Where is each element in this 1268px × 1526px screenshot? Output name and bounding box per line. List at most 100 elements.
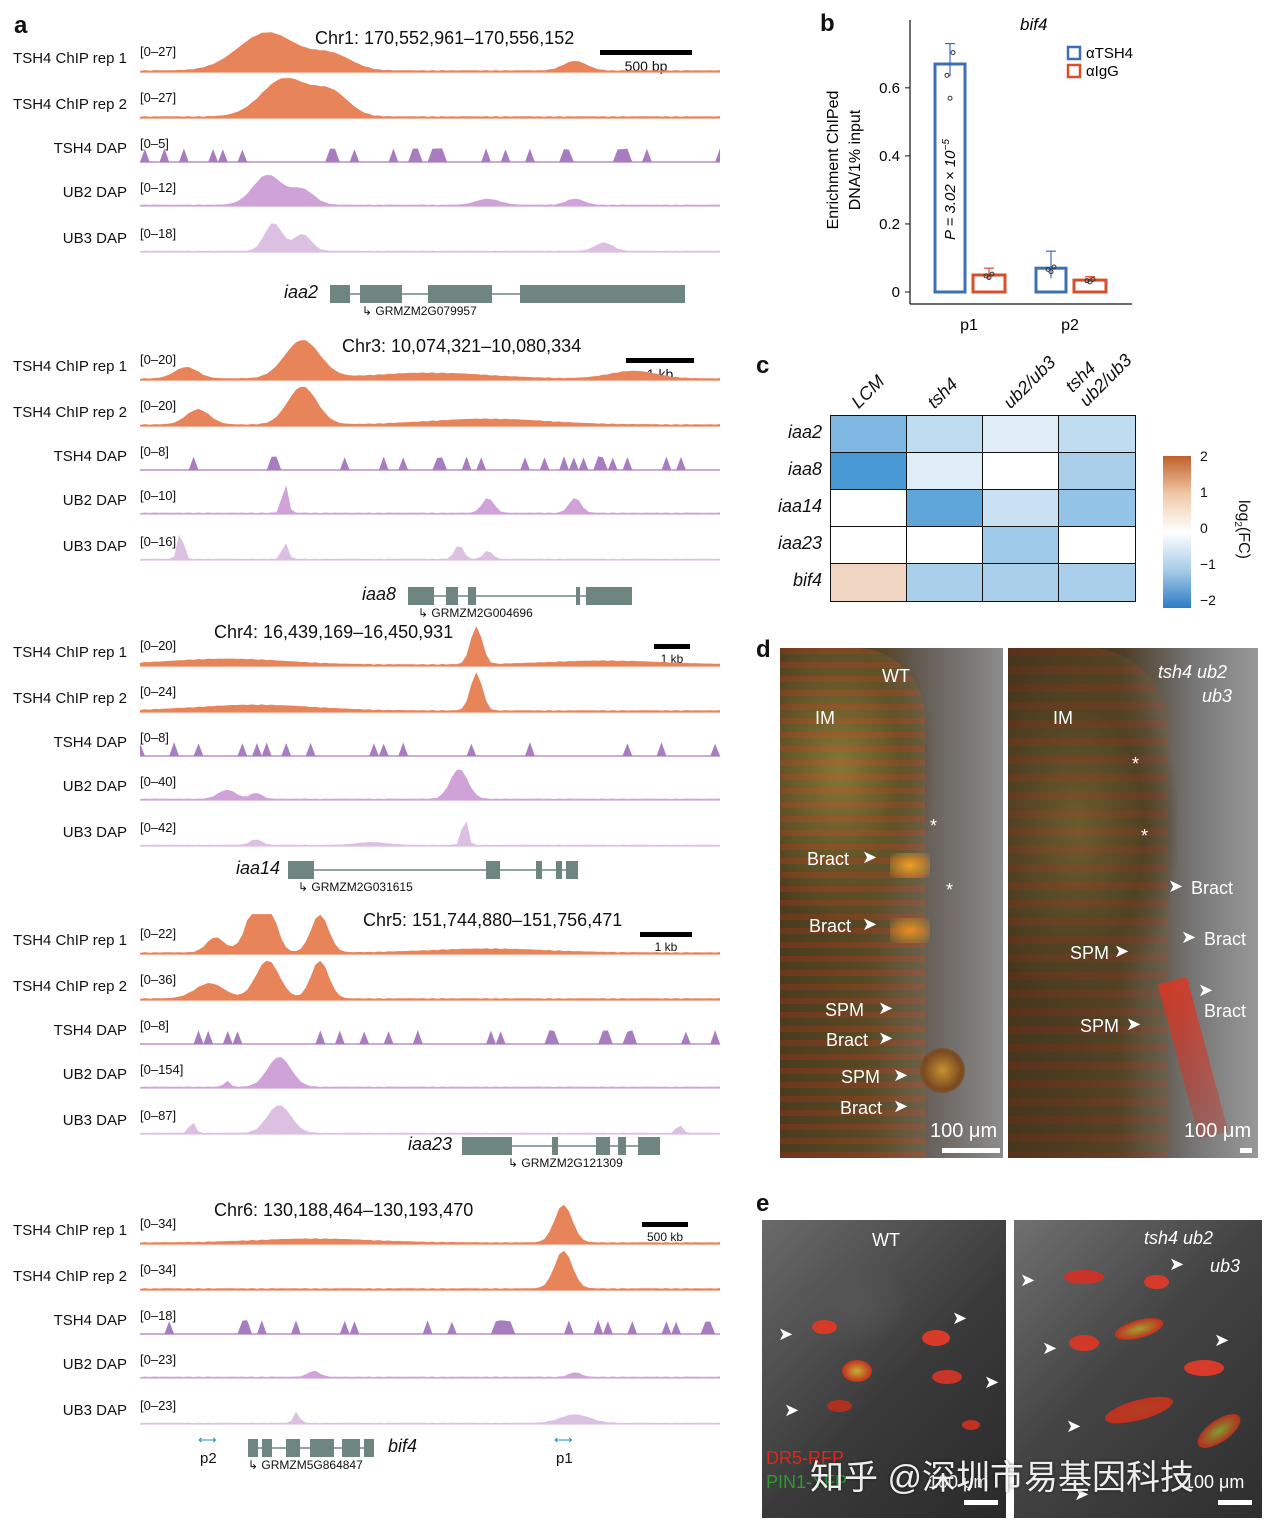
signal-track [140, 1105, 720, 1135]
x-tick-label: p2 [1061, 317, 1079, 334]
bract-label: Bract [1191, 878, 1234, 898]
exon [586, 587, 632, 605]
signal-area [140, 485, 720, 514]
bract-label: Bract [826, 1030, 869, 1050]
track-label: UB3 DAP [62, 538, 127, 555]
spm-label: SPM [825, 1000, 865, 1020]
track-range: [0–27] [140, 44, 177, 59]
signal-track [140, 386, 720, 427]
y-axis-label: Enrichment ChIPed [825, 91, 842, 230]
track-range: [0–24] [140, 684, 177, 699]
spm-label: SPM [841, 1067, 881, 1087]
scale-label: 100 μm [928, 1472, 989, 1492]
heatmap-cell [906, 563, 984, 602]
bract-label: Bract [1204, 1001, 1247, 1021]
track-label: UB2 DAP [62, 184, 127, 201]
exon [462, 1137, 512, 1155]
heatmap-cell [830, 415, 908, 454]
heatmap-col-label: tsh4 [923, 374, 962, 413]
im-label: IM [815, 708, 835, 728]
signal-area [140, 1057, 720, 1088]
signal-track [140, 742, 720, 757]
primer-arrow-icon: ⟷ [198, 1432, 217, 1447]
signal-track [140, 1057, 720, 1089]
bract-label: Bract [807, 849, 850, 869]
exon [556, 861, 562, 879]
track-label: TSH4 ChIP rep 1 [13, 644, 127, 661]
track-range: [0–20] [140, 352, 177, 367]
exon [288, 861, 314, 879]
data-point [1045, 266, 1051, 272]
panel-e-mutant-micrograph: tsh4 ub2 ub3 ➤ ➤ ➤ ➤ ➤ ➤ 100 μm [1014, 1220, 1262, 1518]
exon [520, 285, 685, 303]
signal-area [140, 821, 720, 846]
heatmap-col-label: ub2/ub3 [999, 352, 1060, 413]
exon [342, 1439, 360, 1457]
track-label: TSH4 ChIP rep 1 [13, 1222, 127, 1239]
track-range: [0–12] [140, 180, 177, 195]
y-axis-label: DNA/1% input [847, 109, 864, 210]
signal-track [140, 1320, 720, 1335]
gene-model [330, 285, 685, 303]
panel-e-label: e [756, 1190, 770, 1217]
panel-d-wt-micrograph: WT IM * * Bract ➤ Bract ➤ SPM ➤ Bract ➤ … [780, 648, 1003, 1158]
heatmap-cell [982, 526, 1060, 565]
signal-area [140, 914, 720, 954]
heatmap-cell [830, 452, 908, 491]
track-range: [0–40] [140, 774, 177, 789]
track-range: [0–18] [140, 1308, 177, 1323]
gene-id: ↳ GRMZM2G079957 [362, 304, 477, 318]
panel-b-label: b [820, 10, 835, 37]
heatmap-cell [1058, 415, 1136, 454]
signal-area [140, 223, 720, 252]
spm-label: SPM [1070, 943, 1110, 963]
exon [552, 1137, 558, 1155]
y-tick-label: 0.6 [879, 80, 900, 97]
signal-track [140, 769, 720, 801]
signal-area [140, 1250, 720, 1290]
exon [618, 1137, 626, 1155]
scale-bar [626, 358, 694, 363]
track-label: UB3 DAP [62, 1112, 127, 1129]
exon [248, 1439, 258, 1457]
scale-label: 100 μm [1184, 1120, 1252, 1142]
bract-label: Bract [1204, 929, 1247, 949]
track-label: TSH4 ChIP rep 2 [13, 690, 127, 707]
bract-label: Bract [840, 1098, 883, 1118]
heatmap-cell [982, 489, 1060, 528]
locus-label: Chr1: 170,552,961–170,556,152 [315, 28, 575, 48]
heatmap-cell [830, 563, 908, 602]
track-label: UB3 DAP [62, 230, 127, 247]
heatmap-cell [906, 452, 984, 491]
scale-label: 500 bp [624, 58, 668, 74]
track-range: [0–20] [140, 638, 177, 653]
heatmap-cell [906, 489, 984, 528]
track-range: [0–5] [140, 136, 169, 151]
colorbar-tick: −1 [1200, 556, 1216, 572]
exon [576, 587, 580, 605]
exon [486, 861, 500, 879]
gene-name: bif4 [388, 1436, 418, 1456]
track-range: [0–23] [140, 1398, 177, 1413]
signal-track [140, 485, 720, 515]
panel-d-mutant-micrograph: tsh4 ub2 ub3 IM * * ➤ Bract SPM ➤ ➤ Brac… [1008, 648, 1258, 1158]
locus-label: Chr6: 130,188,464–130,193,470 [214, 1200, 474, 1220]
p-value: P = 3.02 × 10−5 [941, 139, 959, 240]
gene-model [248, 1439, 374, 1457]
track-range: [0–23] [140, 1352, 177, 1367]
exon [446, 587, 458, 605]
gene-name: iaa14 [236, 858, 281, 878]
scale-label: 500 kb [646, 1230, 684, 1244]
signal-area [140, 148, 720, 162]
signal-area [140, 386, 720, 426]
mutant-title-1: tsh4 ub2 [1158, 662, 1228, 682]
primer-arrow-icon: ⟷ [554, 1432, 573, 1447]
exon [364, 1439, 374, 1457]
primer-label: p2 [200, 1450, 217, 1467]
track-label: TSH4 ChIP rep 2 [13, 1268, 127, 1285]
heatmap-cell [1058, 452, 1136, 491]
scale-label: 100 μm [1184, 1472, 1245, 1492]
signal-area [140, 1411, 720, 1424]
track-label: UB2 DAP [62, 778, 127, 795]
signal-track [140, 340, 720, 381]
